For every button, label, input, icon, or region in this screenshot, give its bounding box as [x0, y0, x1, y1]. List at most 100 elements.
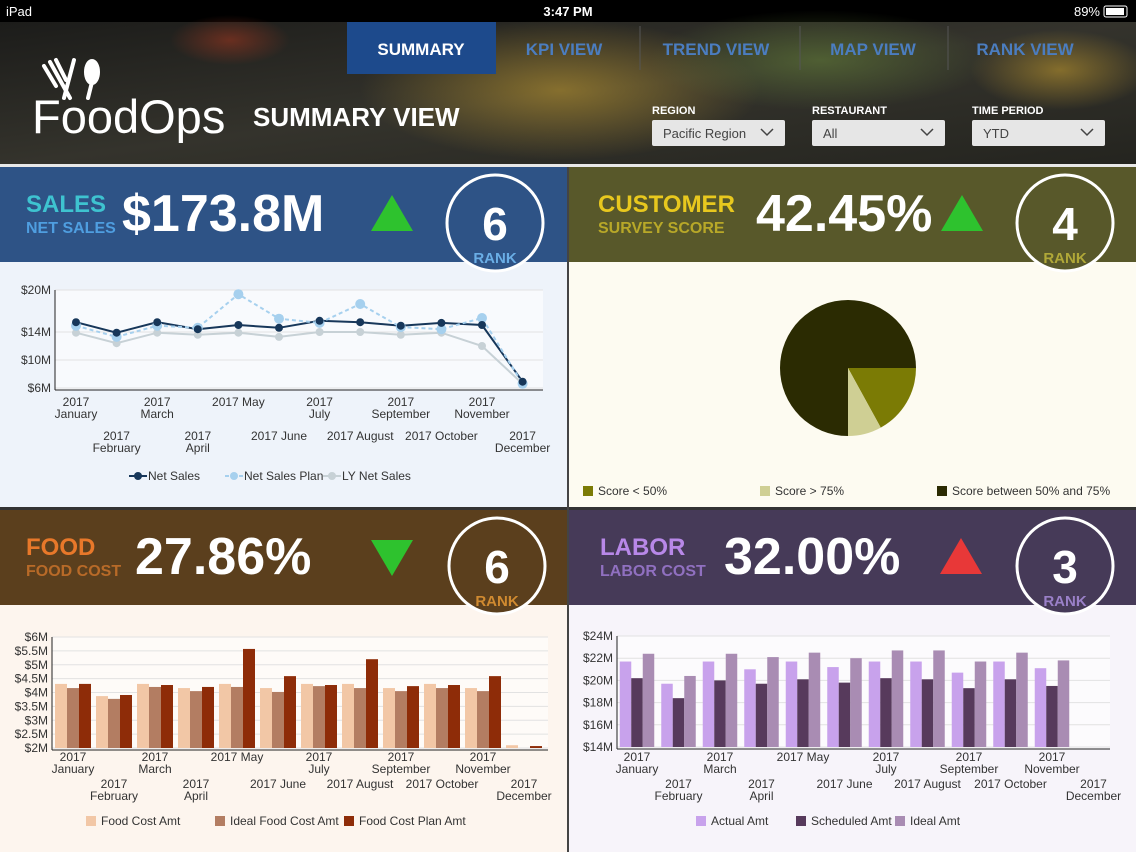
bar	[1034, 668, 1047, 747]
x-tick-label: 2017 January	[615, 750, 659, 776]
filter-label: REGION	[652, 105, 695, 117]
nav-tab[interactable]: RANK VIEW	[976, 40, 1074, 59]
x-tick-label: 2017 October	[405, 429, 478, 443]
bar	[850, 658, 862, 747]
x-tick-label: 2017 January	[51, 750, 95, 776]
x-tick-label: 2017 June	[816, 777, 873, 791]
bar	[974, 661, 987, 747]
panel-title: LABOR	[600, 534, 685, 561]
data-point	[234, 328, 243, 337]
panel-subtitle: LABOR COST	[600, 563, 706, 580]
dropdown-value[interactable]: All	[823, 126, 838, 141]
filter-label: RESTAURANT	[812, 105, 887, 117]
x-tick-label: 2017 February	[654, 777, 703, 803]
dropdown-value[interactable]: Pacific Region	[663, 126, 746, 141]
active-tab	[347, 22, 496, 74]
data-point	[233, 289, 244, 300]
bar	[366, 659, 378, 748]
nav-tab[interactable]: KPI VIEW	[526, 40, 603, 59]
x-tick-label: 2017 August	[326, 777, 394, 791]
x-tick-label: 2017 July	[306, 395, 333, 421]
bar	[1046, 685, 1058, 747]
bar	[79, 683, 91, 748]
rank-badge	[1015, 173, 1115, 273]
data-point	[234, 321, 243, 329]
kpi-value: $173.8M	[122, 185, 324, 243]
header-photo	[650, 10, 990, 110]
x-tick-label: 2017 December	[496, 777, 552, 803]
rank-badge	[1015, 516, 1115, 616]
bar	[383, 688, 395, 748]
data-point	[477, 313, 487, 323]
rank-badge	[447, 516, 547, 616]
bar	[785, 661, 798, 747]
page-title: SUMMARY VIEW	[253, 102, 460, 132]
dropdown[interactable]	[812, 120, 945, 146]
data-point	[275, 323, 283, 332]
legend-marker	[937, 486, 947, 496]
dropdown[interactable]	[972, 120, 1105, 146]
bar	[149, 686, 161, 748]
bar	[797, 679, 809, 747]
x-tick-label: 2017 January	[54, 395, 98, 421]
bar	[342, 683, 354, 748]
y-tick-label: $20M	[583, 673, 613, 687]
trend-arrow	[940, 538, 982, 574]
y-tick-label: $10M	[21, 353, 51, 367]
nav-tab[interactable]: SUMMARY	[377, 40, 465, 59]
bar	[424, 683, 436, 748]
bar	[672, 698, 685, 747]
trend-arrow	[941, 195, 983, 231]
legend-label: Net Sales	[148, 469, 200, 483]
legend-marker	[215, 816, 225, 826]
x-tick-label: 2017 April	[748, 777, 775, 803]
header-photo	[170, 15, 290, 65]
bar	[933, 650, 945, 747]
legend-marker	[86, 816, 96, 826]
bar	[1016, 652, 1028, 747]
bar	[661, 683, 673, 747]
bar	[178, 688, 190, 748]
x-tick-label: 2017 March	[703, 750, 737, 776]
y-tick-label: $22M	[583, 651, 613, 665]
x-tick-label: 2017 May	[210, 750, 264, 764]
panel-subtitle: SURVEY SCORE	[598, 220, 725, 237]
x-tick-label: 2017 October	[974, 777, 1047, 791]
bar	[993, 661, 1005, 747]
bar	[619, 661, 632, 747]
bar	[880, 678, 892, 747]
x-tick-label: 2017 October	[405, 777, 479, 791]
dropdown-chevron	[760, 128, 774, 137]
bar	[1057, 660, 1070, 747]
dropdown-value[interactable]: YTD	[983, 126, 1009, 141]
x-tick-label: 2017 May	[212, 395, 265, 409]
data-point	[478, 342, 486, 350]
bar	[631, 678, 643, 747]
x-tick-label: 2017 December	[494, 429, 551, 455]
clock: 3:47 PM	[543, 4, 592, 19]
bar	[436, 688, 448, 748]
battery-icon	[1103, 5, 1128, 18]
rank-number: 6	[484, 541, 510, 593]
kpi-value: 27.86%	[135, 528, 311, 586]
nav-tab[interactable]: TREND VIEW	[663, 40, 771, 59]
legend-marker	[760, 486, 770, 496]
legend-label: LY Net Sales	[342, 469, 411, 483]
bar	[1004, 679, 1017, 747]
legend-label: Score between 50% and 75%	[952, 484, 1110, 498]
bar	[827, 667, 839, 747]
data-point	[275, 332, 283, 341]
legend-label: Food Cost Plan Amt	[359, 814, 466, 828]
pie-slice	[848, 368, 881, 436]
bar	[465, 688, 477, 748]
nav-tab[interactable]: MAP VIEW	[830, 40, 917, 59]
data-point	[112, 328, 121, 337]
dropdown[interactable]	[652, 120, 785, 146]
legend-label: Score > 75%	[775, 484, 844, 498]
data-point	[356, 318, 365, 327]
bar	[137, 683, 149, 748]
bar	[55, 683, 67, 748]
bar	[407, 686, 419, 748]
